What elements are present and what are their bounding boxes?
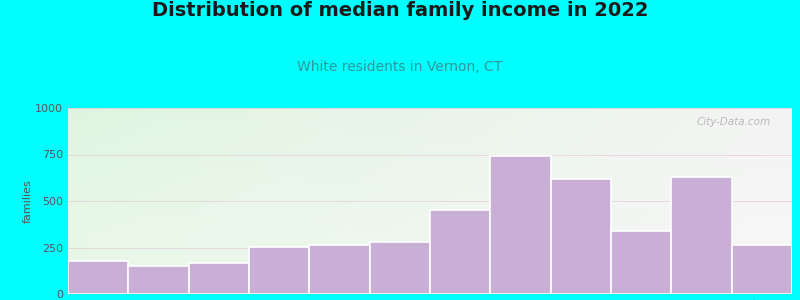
- Bar: [128, 266, 189, 294]
- Bar: [68, 261, 128, 294]
- Bar: [611, 231, 671, 294]
- Text: White residents in Vernon, CT: White residents in Vernon, CT: [298, 60, 502, 74]
- Text: Distribution of median family income in 2022: Distribution of median family income in …: [152, 2, 648, 20]
- Bar: [732, 245, 792, 294]
- Bar: [370, 242, 430, 294]
- Bar: [189, 263, 249, 294]
- Bar: [671, 177, 732, 294]
- Bar: [310, 245, 370, 294]
- Bar: [550, 179, 611, 294]
- Y-axis label: families: families: [22, 179, 32, 223]
- Bar: [490, 156, 550, 294]
- Bar: [430, 210, 490, 294]
- Text: City-Data.com: City-Data.com: [696, 117, 770, 127]
- Bar: [249, 247, 310, 294]
